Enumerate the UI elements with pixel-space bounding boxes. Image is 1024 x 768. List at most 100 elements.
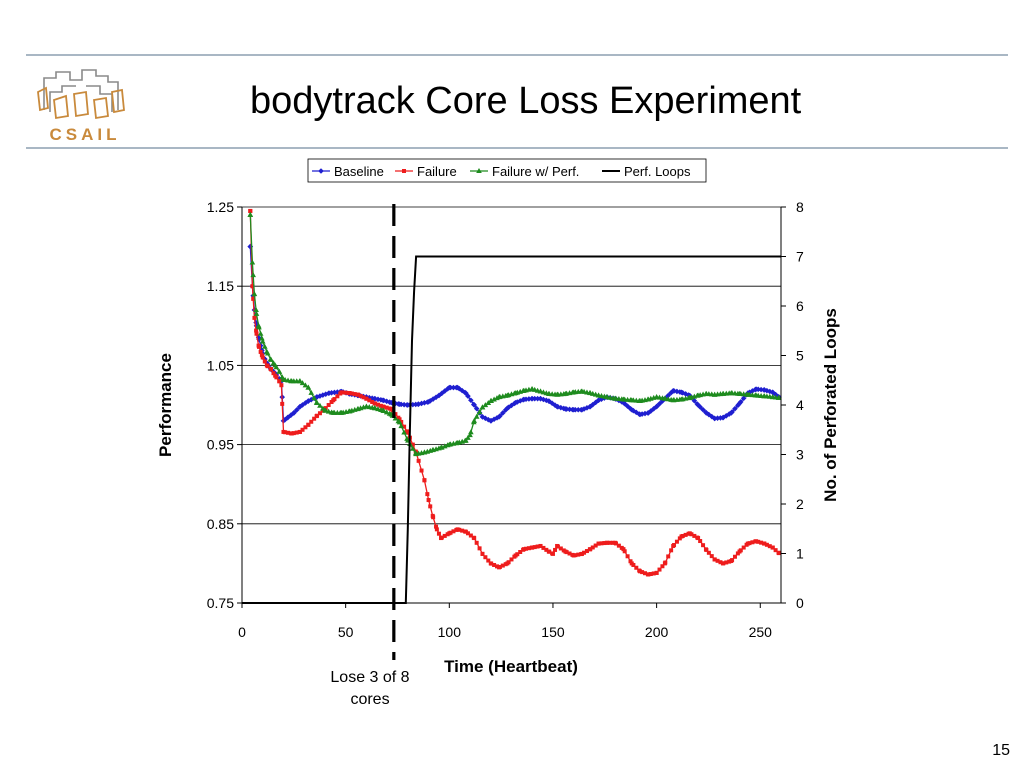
data-point <box>322 407 328 413</box>
data-point <box>251 296 256 301</box>
data-point <box>288 412 294 418</box>
data-point <box>526 546 531 551</box>
legend-box <box>307 158 707 183</box>
core-loss-annotation: Lose 3 of 8 cores <box>330 669 410 708</box>
data-point <box>558 404 564 411</box>
data-point <box>398 423 405 429</box>
data-point <box>479 414 486 420</box>
data-point <box>711 391 718 397</box>
data-point <box>562 406 569 412</box>
data-point <box>554 403 560 410</box>
data-point <box>279 383 284 388</box>
data-point <box>538 543 543 548</box>
data-point <box>306 422 311 427</box>
data-point <box>582 550 587 555</box>
data-point <box>483 555 488 560</box>
data-point <box>467 432 473 438</box>
data-point <box>355 405 361 411</box>
data-point <box>671 543 676 548</box>
data-point <box>425 492 430 497</box>
data-point <box>367 398 372 403</box>
data-point <box>662 395 668 401</box>
data-point <box>653 394 660 400</box>
data-point <box>745 541 750 546</box>
data-point <box>529 386 536 392</box>
data-point <box>735 402 741 409</box>
data-point <box>291 431 296 436</box>
data-point <box>595 397 602 404</box>
data-point <box>646 572 651 577</box>
data-point <box>338 409 345 415</box>
data-point <box>711 415 718 422</box>
data-point <box>656 401 663 407</box>
data-point <box>579 551 584 556</box>
data-point <box>620 396 627 402</box>
data-point <box>463 437 469 443</box>
x-tick-label: 0 <box>238 624 246 640</box>
data-point <box>434 527 439 532</box>
data-point <box>745 391 751 397</box>
data-point <box>776 551 781 556</box>
data-point <box>492 562 497 567</box>
data-point <box>284 414 291 421</box>
data-point <box>328 390 335 396</box>
data-point <box>396 419 403 425</box>
data-point <box>476 409 483 415</box>
data-point <box>375 396 381 403</box>
data-point <box>439 536 444 541</box>
data-point <box>521 547 526 552</box>
data-point <box>546 549 551 554</box>
data-point <box>628 406 635 413</box>
data-point <box>729 559 734 564</box>
data-point <box>530 545 535 550</box>
series-perf-loops <box>242 255 781 604</box>
data-point <box>695 402 701 408</box>
data-point <box>596 541 601 546</box>
data-point <box>555 543 560 548</box>
data-point <box>436 531 441 536</box>
data-point <box>579 388 585 394</box>
data-point <box>446 441 453 447</box>
data-point <box>657 567 662 572</box>
data-point <box>479 404 486 410</box>
data-point <box>358 393 363 398</box>
data-point <box>709 554 714 559</box>
data-point <box>570 406 577 413</box>
legend-marker-baseline <box>318 168 324 174</box>
data-point <box>313 399 320 405</box>
data-point <box>599 541 604 546</box>
data-point <box>305 384 312 390</box>
data-point <box>389 406 394 411</box>
data-point <box>720 390 726 396</box>
data-point <box>434 524 439 529</box>
data-point <box>767 544 772 549</box>
chart-series <box>242 204 782 660</box>
data-point <box>728 390 735 396</box>
data-point <box>349 391 354 396</box>
data-point <box>259 335 265 341</box>
data-point <box>670 397 676 403</box>
data-point <box>471 417 477 423</box>
data-point <box>776 394 782 400</box>
data-point <box>736 390 743 396</box>
data-point <box>624 403 631 409</box>
data-point <box>259 338 266 344</box>
data-point <box>487 398 494 404</box>
data-point <box>637 411 643 418</box>
y2-tick-label: 6 <box>796 298 804 314</box>
legend-label-baseline: Baseline <box>334 164 384 179</box>
x-axis-title: Time (Heartbeat) <box>444 657 578 676</box>
data-point <box>447 531 452 536</box>
data-point <box>517 398 524 404</box>
data-point <box>380 404 385 409</box>
y2-tick-label: 1 <box>796 546 804 562</box>
data-point <box>253 306 259 312</box>
x-tick-label: 150 <box>541 624 565 640</box>
data-point <box>370 399 375 404</box>
data-point <box>441 388 448 394</box>
data-point <box>529 395 536 402</box>
x-tick-label: 250 <box>749 624 773 640</box>
data-point <box>326 403 331 408</box>
data-point <box>546 390 552 396</box>
data-point <box>732 405 738 412</box>
